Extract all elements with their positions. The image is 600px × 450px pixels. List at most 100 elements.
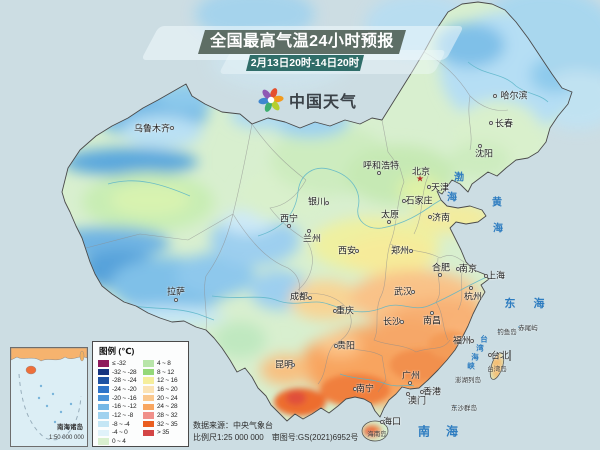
- city-marker-北京: ★: [415, 173, 425, 184]
- map-title-banner: 全国最高气温24小时预报: [198, 30, 406, 54]
- legend-swatch: [143, 368, 154, 376]
- city-label: 兰州: [302, 233, 322, 244]
- city-label: 昆明: [274, 359, 294, 370]
- city-label: 南昌: [422, 315, 442, 326]
- city-label: 西安: [337, 245, 357, 256]
- legend-label: 12 ~ 16: [157, 377, 178, 385]
- sea-label-黄海: 黄: [492, 197, 502, 209]
- legend-row: -16 ~ -12: [98, 402, 143, 411]
- legend-label: -12 ~ -8: [112, 411, 133, 419]
- city-label: 台北: [490, 350, 510, 361]
- city-label: 成都: [289, 291, 309, 302]
- legend-swatch: [143, 377, 154, 384]
- source-line1: 数据来源：中央气象台: [193, 421, 273, 430]
- legend-swatch: [98, 386, 109, 393]
- city-label: 北京: [411, 166, 431, 177]
- city-label: 广州: [401, 370, 421, 381]
- legend-label: -28 ~ -24: [112, 377, 137, 385]
- city-label: 太原: [380, 209, 400, 220]
- city-label: 澳门: [407, 395, 427, 406]
- city-marker-银川: [325, 201, 329, 205]
- city-marker-武汉: [411, 290, 415, 294]
- legend-swatch: [98, 438, 109, 445]
- data-source-note: 数据来源：中央气象台 比例尺1:25 000 000 审图号:GS(2021)6…: [193, 420, 358, 443]
- legend-swatch: [98, 403, 109, 411]
- sea-label-南海: 海: [445, 424, 459, 439]
- legend-swatch: [98, 377, 109, 384]
- sea-label-台湾海峡: 海: [471, 352, 479, 362]
- map-subtitle: 2月13日20时-14日20时: [250, 57, 360, 69]
- legend-row: -8 ~ -4: [98, 420, 143, 429]
- city-marker-成都: [308, 296, 312, 300]
- legend-swatch: [98, 368, 109, 376]
- city-marker-长沙: [400, 320, 404, 324]
- city-marker-太原: [387, 220, 391, 224]
- city-marker-广州: [408, 381, 412, 385]
- legend-swatch: [98, 360, 109, 367]
- map-title: 全国最高气温24小时预报: [210, 33, 394, 50]
- sea-label-渤海: 渤: [454, 172, 464, 184]
- city-label: 石家庄: [405, 195, 433, 206]
- legend-row: -28 ~ -24: [98, 376, 143, 385]
- sea-label-东海: 海: [533, 298, 545, 310]
- sea-label-南海: 南: [417, 424, 431, 439]
- city-marker-台北: [488, 353, 492, 357]
- city-marker-郑州: [409, 249, 413, 253]
- city-label: 香港: [422, 386, 442, 397]
- legend-row: ≤ -32: [98, 359, 143, 368]
- inset-label: 南海诸岛: [57, 424, 83, 431]
- legend-row: -24 ~ -20: [98, 385, 143, 394]
- legend-label: 0 ~ 4: [112, 438, 126, 446]
- city-marker-长春: [489, 121, 493, 125]
- city-label: 海口: [382, 416, 402, 427]
- city-marker-南昌: [430, 311, 434, 315]
- city-marker-澳门: [406, 392, 410, 396]
- city-marker-贵阳: [334, 344, 338, 348]
- city-marker-济南: [428, 215, 432, 219]
- legend-label: 8 ~ 12: [157, 368, 175, 376]
- legend-row: 28 ~ 32: [143, 411, 188, 420]
- city-marker-香港: [420, 390, 424, 394]
- city-marker-福州: [470, 339, 474, 343]
- city-marker-哈尔滨: [493, 94, 497, 98]
- sea-label-东海: 东: [504, 298, 516, 310]
- pinwheel-logo-icon: [258, 88, 284, 112]
- city-marker-西安: [355, 249, 359, 253]
- legend-row: 24 ~ 28: [143, 402, 188, 411]
- sea-label-台湾海峡: 湾: [476, 343, 484, 353]
- legend-swatch: [98, 429, 109, 437]
- legend-columns: ≤ -32 -32 ~ -28 -28 ~ -24 -24 ~ -20 -20 ~ -1…: [93, 359, 188, 446]
- legend-swatch: [143, 429, 154, 437]
- city-marker-呼和浩特: [377, 171, 381, 175]
- island-label: 赤尾屿: [518, 325, 538, 332]
- city-label: 西宁: [279, 213, 299, 224]
- legend-label: 24 ~ 28: [157, 403, 178, 411]
- map-subtitle-banner: 2月13日20时-14日20时: [246, 55, 364, 71]
- sea-label-台湾海峡: 峡: [467, 361, 475, 371]
- island-label: 海南岛: [367, 431, 387, 438]
- city-label: 长沙: [382, 316, 402, 327]
- national-border: [61, 1, 573, 442]
- legend-row: 4 ~ 8: [143, 359, 188, 368]
- city-label: 南宁: [355, 383, 375, 394]
- city-label: 拉萨: [166, 286, 186, 297]
- city-label: 银川: [307, 196, 327, 207]
- legend-label: -4 ~ 0: [112, 429, 128, 437]
- city-marker-乌鲁木齐: [170, 126, 174, 130]
- legend-row: 32 ~ 35: [143, 420, 188, 429]
- city-marker-海口: [380, 420, 384, 424]
- legend-row: 0 ~ 4: [98, 437, 143, 446]
- legend-row: 12 ~ 16: [143, 376, 188, 385]
- legend-label: 16 ~ 20: [157, 385, 178, 393]
- legend-swatch: [98, 394, 109, 402]
- city-label: 杭州: [463, 291, 483, 302]
- south-china-sea-inset: 南海诸岛 1:50 000 000: [10, 347, 88, 447]
- city-marker-沈阳: [478, 144, 482, 148]
- city-label: 天津: [430, 182, 450, 193]
- city-marker-西宁: [287, 224, 291, 228]
- legend-label: -16 ~ -12: [112, 403, 137, 411]
- legend-swatch: [143, 394, 154, 402]
- island-label: 东沙群岛: [451, 405, 477, 412]
